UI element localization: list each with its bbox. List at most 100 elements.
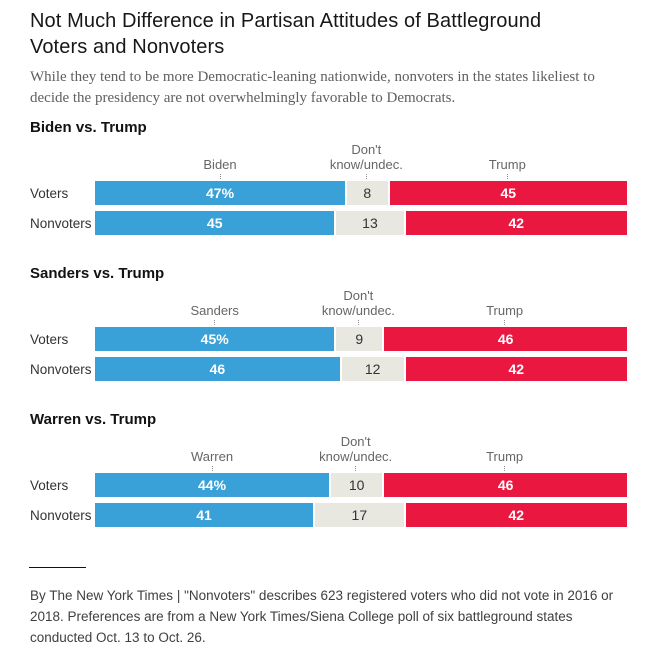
stacked-bar: 44% 10 46 <box>95 473 627 497</box>
bar-segment-warren: 44% <box>95 473 330 497</box>
chart-heading: Biden vs. Trump <box>30 119 147 136</box>
bar-value-label: 47% <box>206 185 235 201</box>
bar-value-label: 45 <box>500 185 517 201</box>
stacked-bar: 45% 9 46 <box>95 327 627 351</box>
bar-value-label: 42 <box>508 215 525 231</box>
bar-segment-don-t-know-undec: 10 <box>329 473 383 497</box>
column-tick <box>211 466 213 471</box>
column-tick <box>355 466 357 471</box>
chart-warren-vs-trump: Warren vs. Trump Warren Don't know/undec. T… <box>30 411 627 527</box>
bar-segment-warren: 41 <box>95 503 314 527</box>
article-graphic: Not Much Difference in Partisan Attitude… <box>29 8 627 648</box>
column-tick <box>219 174 221 179</box>
bar-row-nonvoters: Nonvoters 45 13 42 <box>30 211 627 235</box>
row-label: Nonvoters <box>30 507 92 523</box>
column-labels: Sanders Don't know/undec. Trump <box>95 283 627 327</box>
row-label: Voters <box>30 185 69 201</box>
bar-segment-don-t-know-undec: 8 <box>345 181 388 205</box>
column-label-text: Biden <box>203 157 237 172</box>
row-label: Voters <box>30 477 69 493</box>
page-subtitle-line-2: decide the presidency are not overwhelmi… <box>30 90 456 106</box>
bar-value-label: 44% <box>198 477 227 493</box>
bar-segment-trump: 42 <box>403 357 627 381</box>
bar-row-nonvoters: Nonvoters 46 12 42 <box>30 357 627 381</box>
bar-segment-don-t-know-undec: 13 <box>334 211 404 235</box>
chart-heading: Warren vs. Trump <box>30 411 157 428</box>
row-label: Nonvoters <box>30 361 92 377</box>
footer-note-line-1: By The New York Times | "Nonvoters" desc… <box>30 588 614 603</box>
bar-value-label: 12 <box>364 361 381 377</box>
stacked-bar: 41 17 42 <box>95 503 627 527</box>
column-labels: Warren Don't know/undec. Trump <box>95 429 627 473</box>
bar-value-label: 42 <box>508 361 525 377</box>
column-tick <box>504 320 506 325</box>
column-labels: Biden Don't know/undec. Trump <box>95 137 627 181</box>
column-label-sanders: Sanders <box>167 303 263 325</box>
column-label-text: Warren <box>190 449 234 464</box>
chart-biden-vs-trump: Biden vs. Trump Biden Don't know/undec. Tru… <box>30 119 627 235</box>
bar-segment-don-t-know-undec: 9 <box>334 327 383 351</box>
bar-segment-don-t-know-undec: 17 <box>313 503 404 527</box>
bar-segment-biden: 47% <box>95 181 346 205</box>
bar-value-label: 17 <box>351 507 368 523</box>
stacked-bar: 45 13 42 <box>95 211 627 235</box>
bar-segment-sanders: 46 <box>95 357 340 381</box>
bar-segment-trump: 42 <box>403 211 627 235</box>
bar-value-label: 9 <box>355 331 364 347</box>
bar-segment-don-t-know-undec: 12 <box>339 357 404 381</box>
stacked-bar: 47% 8 45 <box>95 181 627 205</box>
column-tick <box>504 466 506 471</box>
column-tick <box>357 320 359 325</box>
page-title: Not Much Difference in Partisan Attitude… <box>30 8 627 60</box>
bar-segment-trump: 45 <box>387 181 627 205</box>
column-label-text: Trump <box>488 157 526 172</box>
bar-row-voters: Voters 45% 9 46 <box>30 327 627 351</box>
page-title-line-2: Voters and Nonvoters <box>30 36 225 58</box>
column-label-text: Don't know/undec. <box>329 142 403 172</box>
page-subtitle: While they tend to be more Democratic-le… <box>30 67 627 109</box>
bar-value-label: 45% <box>200 331 229 347</box>
column-tick <box>506 174 508 179</box>
chart-sanders-vs-trump: Sanders vs. Trump Sanders Don't know/undec… <box>30 265 627 381</box>
row-label: Voters <box>30 331 69 347</box>
footer-note-line-2: 2018. Preferences are from a New York Ti… <box>30 609 573 624</box>
bar-row-nonvoters: Nonvoters 41 17 42 <box>30 503 627 527</box>
bar-value-label: 46 <box>209 361 226 377</box>
column-tick <box>214 320 216 325</box>
footer-note: By The New York Times | "Nonvoters" desc… <box>30 585 627 648</box>
page-subtitle-line-1: While they tend to be more Democratic-le… <box>30 69 595 85</box>
bar-value-label: 45 <box>206 215 223 231</box>
bar-value-label: 10 <box>348 477 365 493</box>
bar-row-voters: Voters 44% 10 46 <box>30 473 627 497</box>
page-title-line-1: Not Much Difference in Partisan Attitude… <box>30 10 542 32</box>
column-label-warren: Warren <box>164 449 260 471</box>
bar-segment-trump: 42 <box>403 503 627 527</box>
bar-value-label: 46 <box>497 477 514 493</box>
bar-segment-sanders: 45% <box>95 327 335 351</box>
column-tick <box>365 174 367 179</box>
bar-value-label: 41 <box>196 507 212 523</box>
chart-heading: Sanders vs. Trump <box>30 265 165 282</box>
bar-segment-trump: 46 <box>382 327 627 351</box>
bar-value-label: 46 <box>497 331 514 347</box>
row-label: Nonvoters <box>30 215 92 231</box>
column-label-trump: Trump <box>459 157 555 179</box>
column-label-trump: Trump <box>457 303 553 325</box>
footer-note-line-3: conducted Oct. 13 to Oct. 26. <box>30 630 206 645</box>
bar-segment-trump: 46 <box>382 473 627 497</box>
column-label-don-t-know-undec: Don't know/undec. <box>318 142 414 179</box>
column-label-trump: Trump <box>457 449 553 471</box>
column-label-text: Trump <box>486 303 524 318</box>
footer: By The New York Times | "Nonvoters" desc… <box>29 567 627 648</box>
stacked-bar: 46 12 42 <box>95 357 627 381</box>
bar-value-label: 8 <box>363 185 372 201</box>
column-label-text: Sanders <box>190 303 239 318</box>
column-label-text: Trump <box>486 449 524 464</box>
bar-segment-biden: 45 <box>95 211 335 235</box>
bar-row-voters: Voters 47% 8 45 <box>30 181 627 205</box>
column-label-text: Don't know/undec. <box>321 288 395 318</box>
column-label-biden: Biden <box>172 157 268 179</box>
column-label-don-t-know-undec: Don't know/undec. <box>308 434 404 471</box>
footer-divider <box>29 567 86 568</box>
bar-value-label: 13 <box>362 215 378 231</box>
